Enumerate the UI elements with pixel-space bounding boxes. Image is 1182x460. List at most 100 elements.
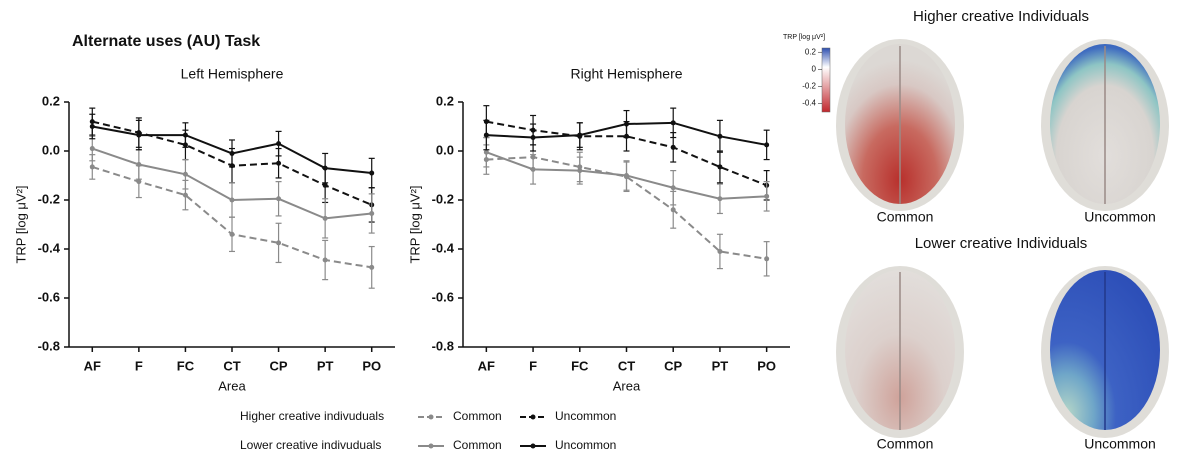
x-tick-label: PT bbox=[317, 358, 334, 373]
point bbox=[483, 149, 489, 155]
colorbar bbox=[821, 47, 831, 113]
point bbox=[369, 264, 375, 270]
y-tick-label: -0.2 bbox=[38, 191, 60, 206]
y-tick-label: -0.4 bbox=[38, 240, 61, 255]
point bbox=[483, 132, 489, 138]
x-axis-label: Area bbox=[613, 378, 641, 393]
point bbox=[229, 150, 235, 156]
colorbar-tick-label: 0 bbox=[812, 64, 817, 73]
point bbox=[182, 132, 188, 138]
point bbox=[182, 171, 188, 177]
point bbox=[577, 168, 583, 174]
point bbox=[369, 210, 375, 216]
x-tick-label: FC bbox=[177, 358, 195, 373]
point bbox=[89, 124, 95, 129]
point bbox=[670, 120, 676, 126]
y-tick-label: -0.8 bbox=[432, 338, 454, 353]
point bbox=[182, 192, 188, 198]
colorbar-tick-label: -0.4 bbox=[802, 99, 816, 108]
y-tick-label: -0.6 bbox=[38, 289, 60, 304]
series bbox=[89, 135, 375, 239]
point bbox=[89, 164, 95, 170]
point bbox=[229, 231, 235, 237]
point bbox=[276, 240, 282, 246]
x-tick-label: CP bbox=[270, 358, 288, 373]
figure-title: Alternate uses (AU) Task bbox=[72, 33, 260, 50]
point bbox=[624, 173, 629, 178]
y-tick-label: 0.2 bbox=[436, 93, 454, 108]
legend-marker bbox=[428, 443, 434, 449]
point bbox=[229, 197, 235, 203]
brain-image bbox=[836, 39, 964, 211]
point bbox=[530, 166, 536, 172]
point bbox=[322, 215, 328, 221]
y-tick-label: -0.8 bbox=[38, 338, 60, 353]
y-tick-label: 0.0 bbox=[42, 142, 60, 157]
brain-label: Uncommon bbox=[1084, 209, 1156, 225]
point bbox=[764, 256, 770, 262]
point bbox=[670, 144, 676, 150]
point bbox=[276, 141, 282, 147]
brain-image bbox=[1041, 39, 1169, 211]
colorbar-tick-label: -0.2 bbox=[802, 82, 816, 91]
legend-marker bbox=[530, 443, 536, 449]
point bbox=[764, 193, 770, 199]
x-tick-label: CT bbox=[223, 358, 240, 373]
point bbox=[136, 161, 142, 167]
legend-marker bbox=[530, 414, 536, 420]
point bbox=[530, 135, 536, 141]
series bbox=[483, 107, 770, 161]
x-tick-label: AF bbox=[84, 358, 101, 373]
brain-label: Common bbox=[877, 436, 934, 452]
colorbar-tick-label: 0.2 bbox=[805, 47, 817, 56]
chart-title: Right Hemisphere bbox=[570, 66, 682, 82]
legend-group: Higher creative indivuduals bbox=[240, 409, 384, 423]
chart-title: Left Hemisphere bbox=[181, 66, 284, 82]
point bbox=[89, 146, 95, 152]
x-tick-label: CT bbox=[618, 358, 635, 373]
y-axis-label: TRP [log μV²] bbox=[407, 185, 422, 263]
point bbox=[764, 142, 770, 148]
point bbox=[670, 207, 676, 213]
legend-label: Uncommon bbox=[555, 409, 616, 423]
y-tick-label: 0.2 bbox=[42, 93, 60, 108]
point bbox=[276, 160, 282, 166]
x-tick-label: PO bbox=[362, 358, 381, 373]
point bbox=[670, 185, 676, 191]
colorbar-label: TRP [log μV²] bbox=[783, 34, 825, 41]
point bbox=[369, 170, 375, 176]
series bbox=[483, 136, 770, 215]
x-tick-label: F bbox=[135, 358, 143, 373]
brain-panel: Higher creative Individuals Lower creati… bbox=[783, 8, 1169, 452]
x-tick-label: F bbox=[529, 358, 537, 373]
y-axis-label: TRP [log μV²] bbox=[13, 185, 28, 263]
point bbox=[624, 121, 629, 127]
brain-label: Common bbox=[877, 209, 934, 225]
x-tick-label: CP bbox=[664, 358, 682, 373]
x-tick-label: PT bbox=[712, 358, 729, 373]
point bbox=[136, 132, 142, 138]
y-tick-label: -0.6 bbox=[432, 289, 454, 304]
point bbox=[717, 133, 723, 139]
y-tick-label: -0.2 bbox=[432, 191, 454, 206]
legend-group: Lower creative indivuduals bbox=[240, 438, 381, 452]
legend-marker bbox=[428, 414, 434, 420]
brain-title: Higher creative Individuals bbox=[913, 8, 1089, 25]
point bbox=[322, 257, 328, 263]
point bbox=[577, 132, 583, 138]
x-tick-label: FC bbox=[571, 358, 589, 373]
x-tick-label: PO bbox=[757, 358, 776, 373]
point bbox=[136, 179, 142, 185]
y-tick-label: -0.4 bbox=[432, 240, 455, 255]
point bbox=[717, 164, 723, 170]
x-tick-label: AF bbox=[478, 358, 495, 373]
brain-title: Lower creative Individuals bbox=[915, 235, 1088, 252]
legend-label: Common bbox=[453, 409, 502, 423]
series bbox=[89, 113, 375, 189]
point bbox=[322, 165, 328, 171]
point bbox=[717, 196, 723, 202]
point bbox=[322, 182, 328, 188]
y-tick-label: 0.0 bbox=[436, 142, 454, 157]
legend-label: Uncommon bbox=[555, 438, 616, 452]
